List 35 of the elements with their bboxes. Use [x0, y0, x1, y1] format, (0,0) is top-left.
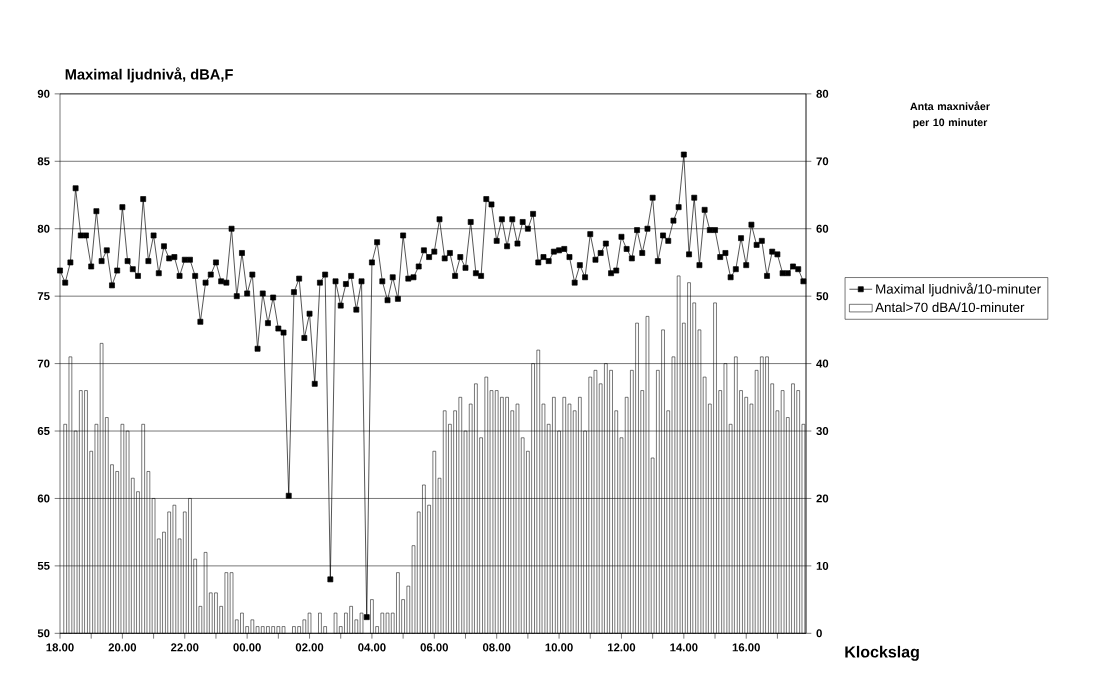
- y2-tick-label: 0: [816, 629, 822, 638]
- y-tick-label: 85: [37, 157, 50, 166]
- x-tick-label: 04.00: [358, 643, 386, 652]
- y-axis-title: Maximal ljudnivå, dBA,F: [65, 67, 233, 83]
- y2-tick-label: 20: [816, 494, 829, 503]
- x-tick-label: 14.00: [670, 643, 698, 652]
- y2-tick-label: 40: [816, 359, 829, 368]
- x-tick-label: 06.00: [420, 643, 449, 652]
- text: Anta maxnivåer per 10 minuter: [910, 101, 990, 129]
- y-tick-label: 80: [37, 224, 50, 233]
- x-tick-label: 16.00: [732, 643, 760, 652]
- x-tick-label: 02.00: [295, 643, 324, 652]
- y2-tick-label: 60: [816, 224, 829, 233]
- y2-tick-label: 10: [816, 561, 829, 570]
- y2-tick-label: 30: [816, 427, 829, 436]
- y-tick-label: 60: [37, 494, 50, 503]
- x-tick-label: 22.00: [170, 643, 199, 652]
- y2-tick-label: 80: [816, 89, 829, 98]
- y2-tick-label: 50: [816, 292, 829, 301]
- y-tick-label: 50: [37, 629, 50, 638]
- x-axis-title: Klockslag: [845, 645, 919, 661]
- x-tick-label: 00.00: [233, 643, 261, 652]
- x-tick-label: 20.00: [108, 643, 137, 652]
- legend-label: Antal>70 dBA/10-minuter: [875, 302, 1025, 313]
- y-tick-label: 70: [37, 359, 50, 368]
- y2-tick-label: 70: [816, 157, 829, 166]
- x-tick-label: 08.00: [482, 643, 511, 652]
- y-tick-label: 90: [37, 89, 50, 98]
- y-tick-label: 65: [37, 427, 50, 436]
- x-tick-label: 10.00: [545, 643, 573, 652]
- legend-label: Maximal ljudnivå/10-minuter: [876, 282, 1041, 297]
- y-tick-label: 55: [37, 561, 50, 570]
- x-tick-label: 12.00: [607, 643, 636, 652]
- y-tick-label: 75: [37, 292, 50, 301]
- x-tick-label: 18.00: [46, 643, 74, 652]
